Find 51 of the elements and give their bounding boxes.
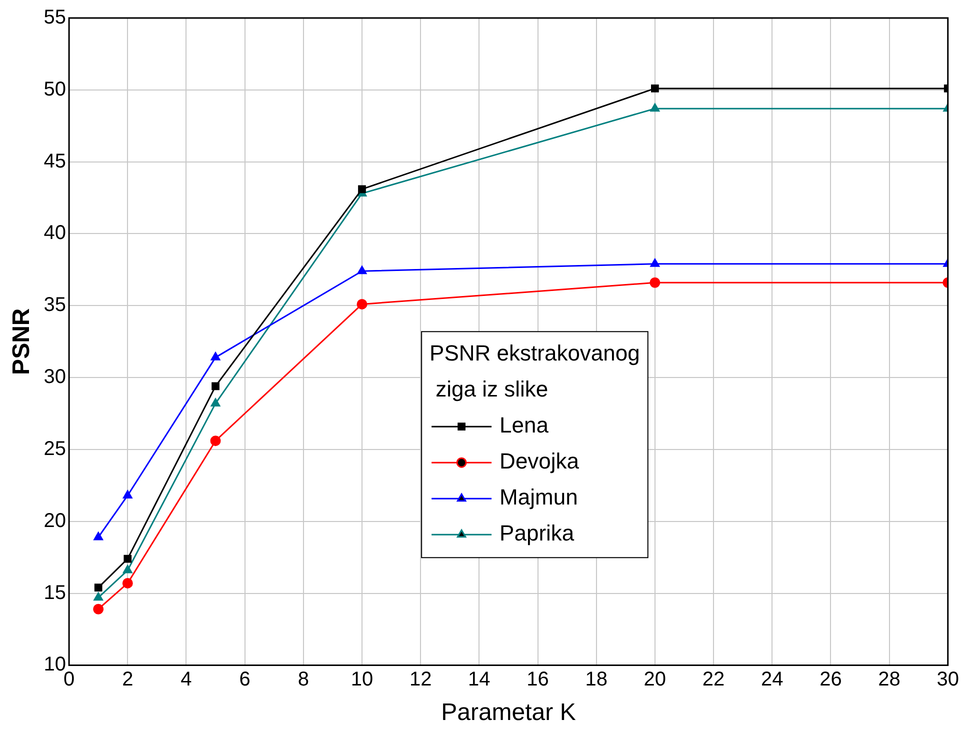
point [651,84,659,92]
point [94,532,103,540]
point [212,382,220,390]
point [210,352,220,360]
legend-label: Majmun [500,484,578,510]
y-tick-label: 50 [44,78,66,100]
x-tick-label: 18 [585,668,608,691]
point [358,185,366,194]
y-axis-title: PSNR [8,308,36,375]
point [94,584,102,592]
x-tick-label: 10 [350,668,374,691]
y-tick-label: 40 [44,222,66,244]
legend-title: PSNR ekstrakovanog ziga iz slike [430,340,640,402]
y-tick-label: 55 [44,6,66,29]
legend-label: Paprika [500,520,575,546]
point [650,277,660,288]
y-tick-label: 15 [44,582,66,604]
x-tick-label: 30 [936,668,959,691]
x-tick-label: 20 [644,668,666,691]
legend-label: Lena [500,412,550,438]
x-tick-label: 2 [122,668,134,691]
x-tick-label: 22 [702,668,725,691]
point [356,298,368,310]
point [650,258,660,267]
point [210,398,220,406]
x-tick-label: 28 [878,668,900,691]
x-tick-label: 8 [298,668,309,691]
x-axis-title: Parametar K [441,699,576,726]
y-tick-label: 20 [44,510,66,532]
point [124,554,132,563]
y-tick-label: 45 [44,150,66,172]
point [94,592,103,601]
point [122,565,132,574]
x-tick-label: 26 [820,668,842,691]
x-tick-label: 16 [526,668,549,691]
point [210,436,221,446]
y-tick-label: 30 [44,366,66,388]
point [650,103,660,112]
y-tick-label: 25 [44,438,66,460]
point [122,578,133,588]
point [357,266,367,274]
x-tick-label: 4 [180,668,192,691]
x-tick-label: 14 [468,668,490,691]
x-tick-label: 6 [239,668,250,691]
point [93,604,104,614]
point [122,490,132,498]
legend-label: Devojka [500,448,580,474]
y-tick-label: 35 [44,294,66,316]
x-tick-label: 0 [63,668,75,691]
x-tick-label: 12 [409,668,432,691]
x-tick-label: 24 [760,668,784,691]
